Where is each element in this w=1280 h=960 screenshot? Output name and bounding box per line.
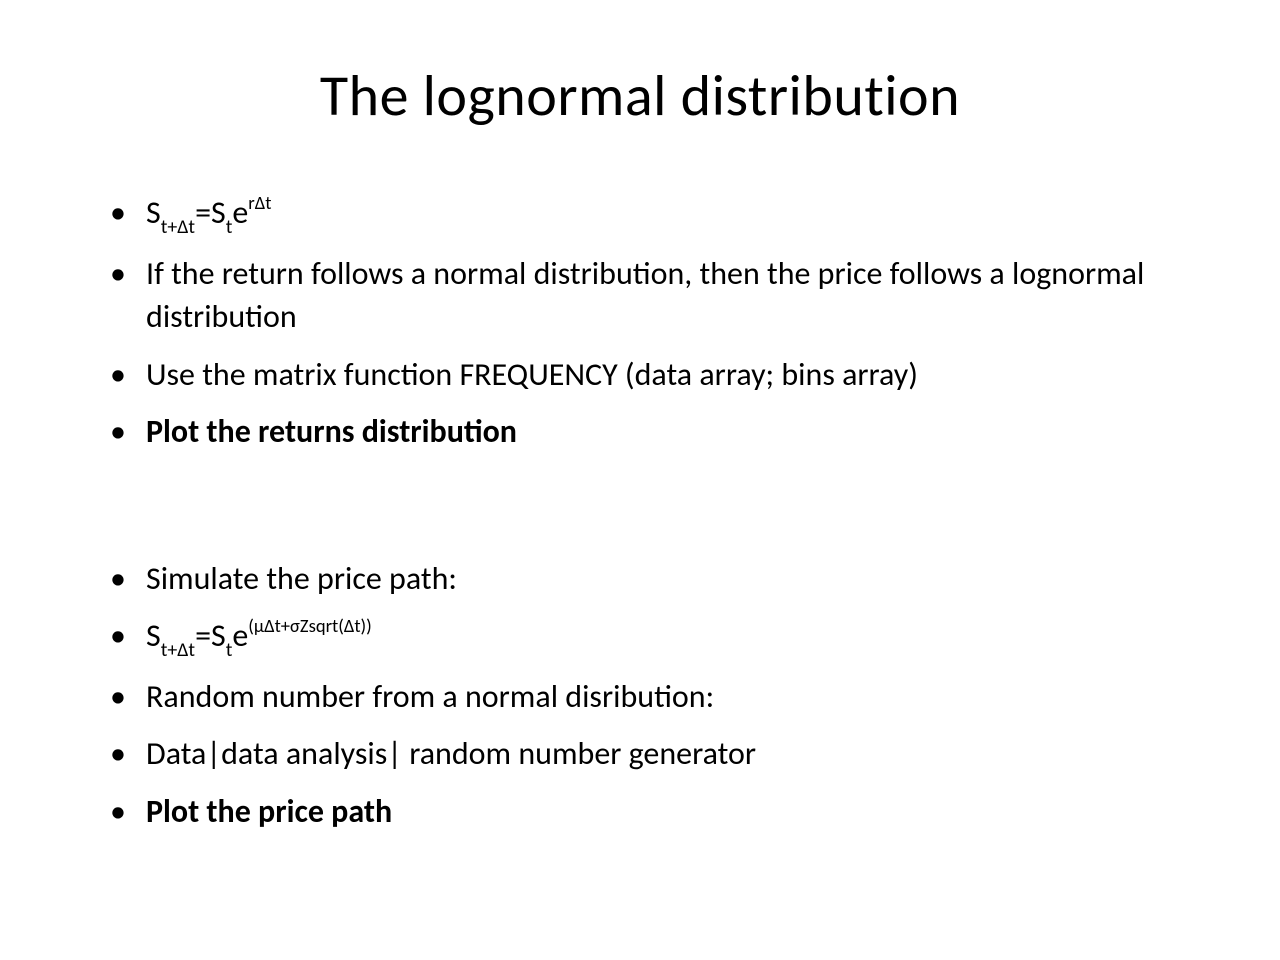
- formula-sub: t: [226, 215, 233, 239]
- bullet-item: Data|data analysis| random number genera…: [110, 732, 1210, 775]
- formula-text: St+Δt=Ste(μΔt+σZsqrt(Δt)): [146, 616, 372, 655]
- bullet-text: Random number from a normal disribution:: [146, 677, 714, 716]
- formula-part: S: [146, 616, 161, 655]
- bullet-item: Use the matrix function FREQUENCY (data …: [110, 353, 1210, 396]
- bullet-text: If the return follows a normal distribut…: [146, 254, 1144, 336]
- formula-part: e: [232, 616, 248, 655]
- slide: The lognormal distribution St+Δt=SterΔt …: [0, 0, 1280, 960]
- bullet-item: St+Δt=SterΔt: [110, 191, 1210, 238]
- formula-sub: t+Δt: [161, 215, 195, 239]
- formula-part: e: [232, 193, 248, 232]
- bullet-list-2: Simulate the price path: St+Δt=Ste(μΔt+σ…: [70, 557, 1210, 833]
- bullet-item: Simulate the price path:: [110, 557, 1210, 600]
- bullet-text: Plot the returns distribution: [146, 412, 517, 451]
- bullet-item: Plot the returns distribution: [110, 410, 1210, 453]
- formula-part: =S: [195, 616, 226, 655]
- bullet-text: Simulate the price path:: [146, 559, 457, 598]
- formula-sub: t+Δt: [161, 638, 195, 662]
- formula-text: St+Δt=SterΔt: [146, 193, 271, 232]
- bullet-text: Use the matrix function FREQUENCY (data …: [146, 355, 918, 394]
- formula-sup: rΔt: [248, 191, 271, 214]
- spacer: [70, 467, 1210, 557]
- formula-sup: (μΔt+σZsqrt(Δt)): [248, 614, 372, 637]
- bullet-item: If the return follows a normal distribut…: [110, 252, 1210, 338]
- slide-title: The lognormal distribution: [70, 60, 1210, 131]
- bullet-text: Plot the price path: [146, 792, 392, 831]
- bullet-item: Random number from a normal disribution:: [110, 675, 1210, 718]
- bullet-item: St+Δt=Ste(μΔt+σZsqrt(Δt)): [110, 614, 1210, 661]
- bullet-list-1: St+Δt=SterΔt If the return follows a nor…: [70, 191, 1210, 453]
- bullet-text: Data|data analysis| random number genera…: [146, 734, 756, 773]
- formula-part: S: [146, 193, 161, 232]
- formula-part: =S: [195, 193, 226, 232]
- formula-sub: t: [226, 638, 233, 662]
- bullet-item: Plot the price path: [110, 790, 1210, 833]
